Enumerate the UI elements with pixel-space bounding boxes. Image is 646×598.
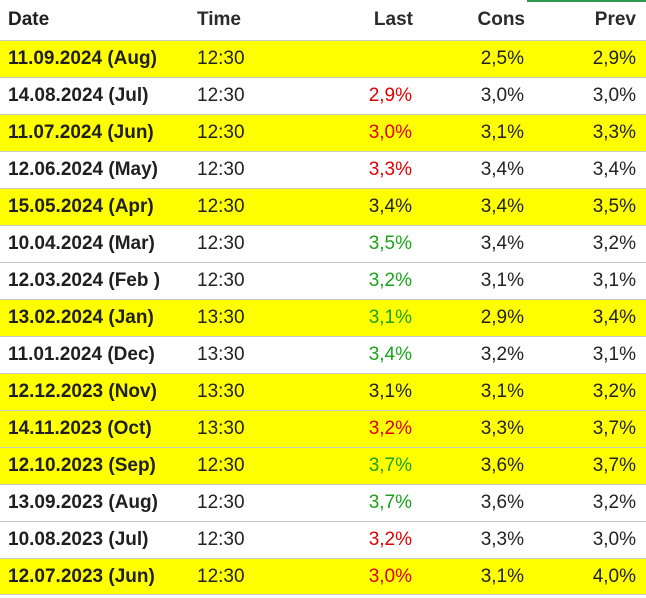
table-row: 10.04.2024 (Mar) 12:30 3,5% 3,4% 3,2% (0, 225, 646, 262)
cell-time: 12:30 (197, 159, 245, 180)
cell-last: 3,2% (368, 270, 412, 291)
table-row: 15.05.2024 (Apr) 12:30 3,4% 3,4% 3,5% (0, 188, 646, 225)
cell-last: 3,0% (368, 565, 412, 587)
cell-time: 13:30 (197, 307, 245, 328)
cell-cons: 3,0% (480, 85, 524, 106)
cell-time: 12:30 (197, 270, 245, 291)
cell-time: 12:30 (197, 196, 245, 217)
table-row: 11.09.2024 (Aug) 12:30 2,5% 2,9% (0, 40, 646, 77)
cell-prev: 3,2% (592, 233, 636, 254)
cell-last: 3,3% (368, 159, 412, 180)
cell-prev: 3,5% (592, 196, 636, 217)
table-row: 11.07.2024 (Jun) 12:30 3,0% 3,1% 3,3% (0, 114, 646, 151)
cell-prev: 3,4% (592, 307, 636, 328)
cell-date: 12.12.2023 (Nov) (8, 381, 157, 402)
cell-prev: 3,7% (592, 455, 636, 476)
header-date[interactable]: Date (8, 9, 50, 30)
cell-cons: 3,1% (480, 270, 524, 291)
table-row: 13.09.2023 (Aug) 12:30 3,7% 3,6% 3,2% (0, 484, 646, 521)
table-row: 11.01.2024 (Dec) 13:30 3,4% 3,2% 3,1% (0, 336, 646, 373)
cell-date: 12.10.2023 (Sep) (8, 455, 156, 476)
header-cons[interactable]: Cons (477, 9, 526, 30)
cell-date: 10.08.2023 (Jul) (8, 529, 149, 550)
cell-last: 3,0% (368, 122, 412, 143)
cell-prev: 3,4% (592, 159, 636, 180)
header-accent-line (527, 0, 646, 2)
table-row: 12.10.2023 (Sep) 12:30 3,7% 3,6% 3,7% (0, 447, 646, 484)
cell-cons: 3,6% (480, 492, 524, 513)
cell-date: 14.08.2024 (Jul) (8, 85, 149, 106)
cell-last: 3,1% (368, 307, 412, 328)
cell-time: 13:30 (197, 381, 245, 402)
cell-time: 12:30 (197, 122, 245, 143)
cell-time: 13:30 (197, 418, 245, 439)
cell-cons: 2,5% (480, 48, 524, 69)
cell-cons: 3,1% (480, 381, 524, 402)
cell-last: 3,4% (368, 344, 412, 365)
cell-last: 3,2% (368, 529, 412, 550)
cell-cons: 3,1% (480, 122, 524, 143)
cell-date: 12.07.2023 (Jun) (8, 565, 155, 587)
header-prev[interactable]: Prev (594, 9, 636, 30)
cell-last: 3,5% (368, 233, 412, 254)
table-row: 14.11.2023 (Oct) 13:30 3,2% 3,3% 3,7% (0, 410, 646, 447)
cell-cons: 3,4% (480, 159, 524, 180)
table-header: Date Time Last Cons Prev (0, 0, 646, 40)
table-body: 11.09.2024 (Aug) 12:30 2,5% 2,9% 14.08.2024 … (0, 40, 646, 595)
cell-cons: 3,3% (480, 529, 524, 550)
cell-prev: 3,2% (592, 381, 636, 402)
cell-date: 11.07.2024 (Jun) (8, 122, 154, 143)
cell-last: 3,1% (368, 381, 412, 402)
table-row: 13.02.2024 (Jan) 13:30 3,1% 2,9% 3,4% (0, 299, 646, 336)
cell-date: 12.06.2024 (May) (8, 159, 158, 180)
cell-cons: 2,9% (480, 307, 524, 328)
cell-time: 12:30 (197, 492, 245, 513)
cell-date: 13.02.2024 (Jan) (8, 307, 154, 328)
table-row: 12.06.2024 (May) 12:30 3,3% 3,4% 3,4% (0, 151, 646, 188)
table-row: 12.03.2024 (Feb ) 12:30 3,2% 3,1% 3,1% (0, 262, 646, 299)
cell-prev: 4,0% (592, 565, 636, 587)
cell-last: 3,7% (368, 455, 412, 476)
cell-prev: 3,0% (592, 85, 636, 106)
cell-time: 12:30 (197, 233, 245, 254)
table-row: 10.08.2023 (Jul) 12:30 3,2% 3,3% 3,0% (0, 521, 646, 558)
cell-cons: 3,2% (480, 344, 524, 365)
cell-time: 13:30 (197, 344, 245, 365)
cell-date: 13.09.2023 (Aug) (8, 492, 158, 513)
cell-date: 11.01.2024 (Dec) (8, 344, 155, 365)
cell-date: 11.09.2024 (Aug) (8, 48, 157, 69)
cell-last: 3,7% (368, 492, 412, 513)
cell-time: 12:30 (197, 455, 245, 476)
cell-cons: 3,6% (480, 455, 524, 476)
cell-last: 3,4% (368, 196, 412, 217)
cell-date: 12.03.2024 (Feb ) (8, 270, 161, 291)
table-row: 12.12.2023 (Nov) 13:30 3,1% 3,1% 3,2% (0, 373, 646, 410)
header-time[interactable]: Time (197, 9, 242, 30)
cell-prev: 3,3% (592, 122, 636, 143)
cell-last: 2,9% (368, 85, 412, 106)
cell-cons: 3,1% (480, 565, 524, 587)
cell-cons: 3,4% (480, 196, 524, 217)
cell-prev: 3,2% (592, 492, 636, 513)
table-row: 12.07.2023 (Jun) 12:30 3,0% 3,1% 4,0% (0, 558, 646, 595)
cell-prev: 3,1% (592, 270, 636, 291)
cell-prev: 3,1% (592, 344, 636, 365)
cell-time: 12:30 (197, 529, 245, 550)
header-last[interactable]: Last (373, 9, 413, 30)
cell-time: 12:30 (197, 48, 245, 69)
cell-date: 15.05.2024 (Apr) (8, 196, 154, 217)
cell-time: 12:30 (197, 85, 245, 106)
cell-date: 14.11.2023 (Oct) (8, 418, 152, 439)
cell-date: 10.04.2024 (Mar) (8, 233, 155, 254)
cell-prev: 2,9% (592, 48, 636, 69)
cell-time: 12:30 (197, 565, 245, 587)
cell-cons: 3,3% (480, 418, 524, 439)
cell-prev: 3,7% (592, 418, 636, 439)
cell-prev: 3,0% (592, 529, 636, 550)
cell-last: 3,2% (368, 418, 412, 439)
cell-cons: 3,4% (480, 233, 524, 254)
table-row: 14.08.2024 (Jul) 12:30 2,9% 3,0% 3,0% (0, 77, 646, 114)
